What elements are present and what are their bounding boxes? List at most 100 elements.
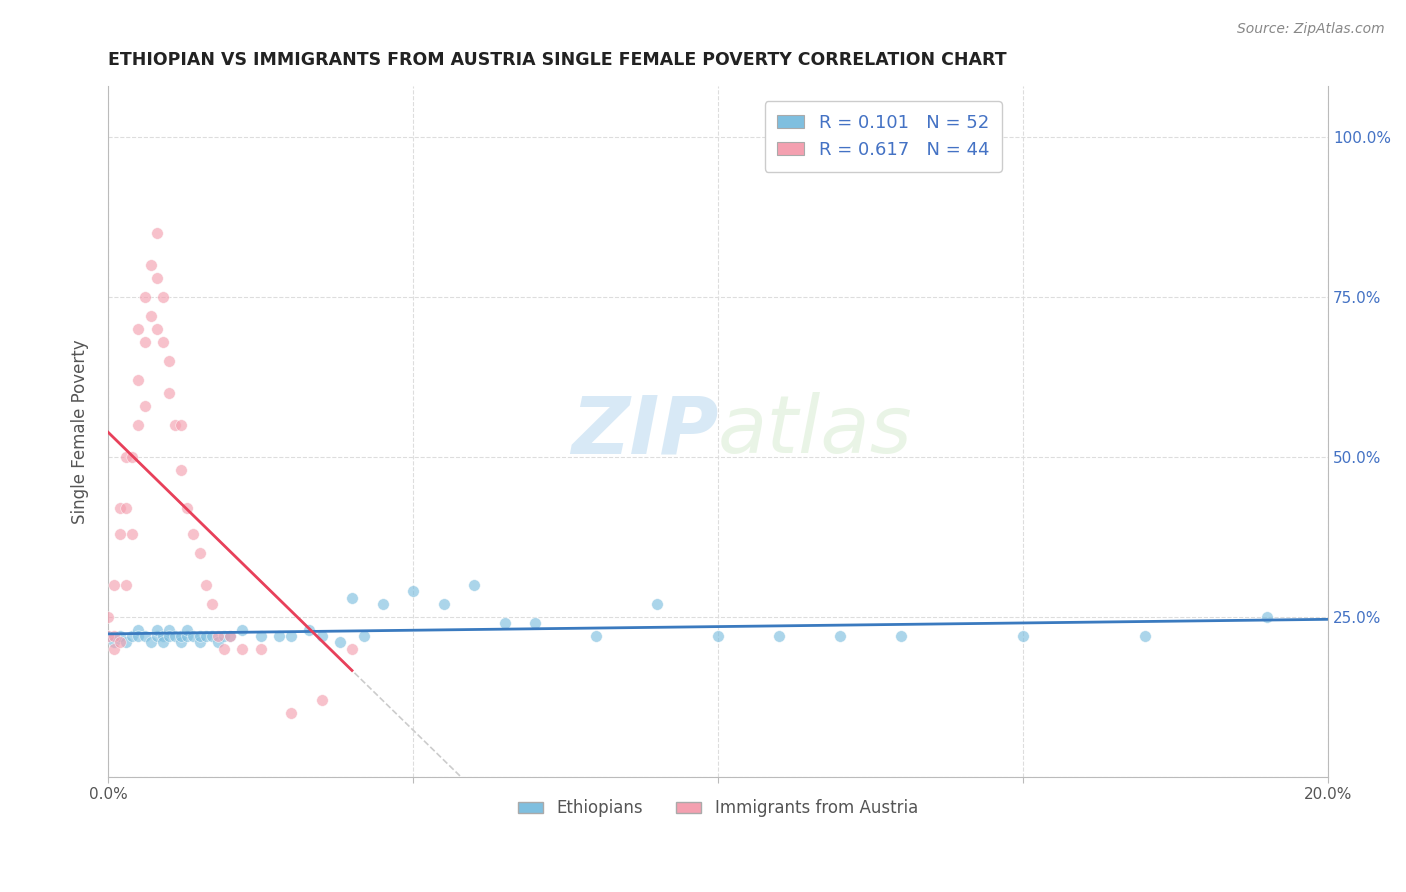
Point	[146, 322, 169, 336]
Point	[139, 258, 162, 272]
Point	[298, 623, 321, 637]
Point	[219, 629, 242, 643]
Point	[188, 546, 211, 560]
Point	[340, 641, 363, 656]
Point	[103, 629, 125, 643]
Point	[115, 501, 138, 516]
Point	[329, 635, 352, 649]
Point	[128, 623, 150, 637]
Point	[134, 399, 156, 413]
Point	[176, 629, 198, 643]
Point	[97, 629, 120, 643]
Point	[212, 641, 235, 656]
Point	[371, 597, 394, 611]
Point	[146, 270, 169, 285]
Point	[108, 629, 131, 643]
Text: Source: ZipAtlas.com: Source: ZipAtlas.com	[1237, 22, 1385, 37]
Point	[432, 597, 454, 611]
Point	[115, 635, 138, 649]
Point	[134, 334, 156, 349]
Point	[280, 629, 302, 643]
Point	[207, 629, 229, 643]
Point	[128, 322, 150, 336]
Point	[212, 629, 235, 643]
Point	[157, 385, 180, 400]
Point	[108, 501, 131, 516]
Point	[165, 417, 187, 432]
Point	[768, 629, 790, 643]
Point	[1133, 629, 1156, 643]
Point	[585, 629, 607, 643]
Point	[201, 629, 224, 643]
Point	[152, 635, 174, 649]
Point	[170, 462, 193, 476]
Text: ZIP: ZIP	[571, 392, 718, 470]
Legend: Ethiopians, Immigrants from Austria: Ethiopians, Immigrants from Austria	[512, 792, 925, 824]
Point	[231, 641, 253, 656]
Point	[115, 578, 138, 592]
Point	[183, 629, 205, 643]
Point	[183, 526, 205, 541]
Point	[249, 641, 271, 656]
Point	[103, 635, 125, 649]
Point	[134, 290, 156, 304]
Point	[97, 629, 120, 643]
Point	[121, 450, 143, 464]
Point	[128, 373, 150, 387]
Point	[146, 623, 169, 637]
Point	[157, 353, 180, 368]
Point	[207, 635, 229, 649]
Point	[97, 610, 120, 624]
Point	[1012, 629, 1035, 643]
Point	[165, 629, 187, 643]
Point	[828, 629, 851, 643]
Point	[707, 629, 730, 643]
Point	[121, 629, 143, 643]
Point	[157, 623, 180, 637]
Point	[524, 616, 547, 631]
Point	[152, 334, 174, 349]
Point	[121, 526, 143, 541]
Point	[188, 635, 211, 649]
Point	[103, 578, 125, 592]
Point	[152, 290, 174, 304]
Point	[890, 629, 912, 643]
Point	[219, 629, 242, 643]
Point	[311, 629, 333, 643]
Point	[267, 629, 290, 643]
Point	[194, 629, 217, 643]
Point	[108, 635, 131, 649]
Point	[157, 629, 180, 643]
Point	[134, 629, 156, 643]
Point	[115, 450, 138, 464]
Text: ETHIOPIAN VS IMMIGRANTS FROM AUSTRIA SINGLE FEMALE POVERTY CORRELATION CHART: ETHIOPIAN VS IMMIGRANTS FROM AUSTRIA SIN…	[108, 51, 1007, 69]
Point	[170, 629, 193, 643]
Y-axis label: Single Female Poverty: Single Female Poverty	[72, 339, 89, 524]
Point	[311, 693, 333, 707]
Point	[194, 578, 217, 592]
Point	[139, 309, 162, 323]
Point	[645, 597, 668, 611]
Point	[176, 501, 198, 516]
Point	[494, 616, 516, 631]
Point	[402, 584, 425, 599]
Point	[103, 641, 125, 656]
Point	[188, 629, 211, 643]
Text: atlas: atlas	[718, 392, 912, 470]
Point	[152, 629, 174, 643]
Point	[128, 629, 150, 643]
Point	[353, 629, 375, 643]
Point	[1256, 610, 1278, 624]
Point	[170, 417, 193, 432]
Point	[340, 591, 363, 605]
Point	[146, 226, 169, 240]
Point	[201, 597, 224, 611]
Point	[139, 635, 162, 649]
Point	[463, 578, 485, 592]
Point	[249, 629, 271, 643]
Point	[170, 635, 193, 649]
Point	[128, 417, 150, 432]
Point	[231, 623, 253, 637]
Point	[108, 526, 131, 541]
Point	[280, 706, 302, 720]
